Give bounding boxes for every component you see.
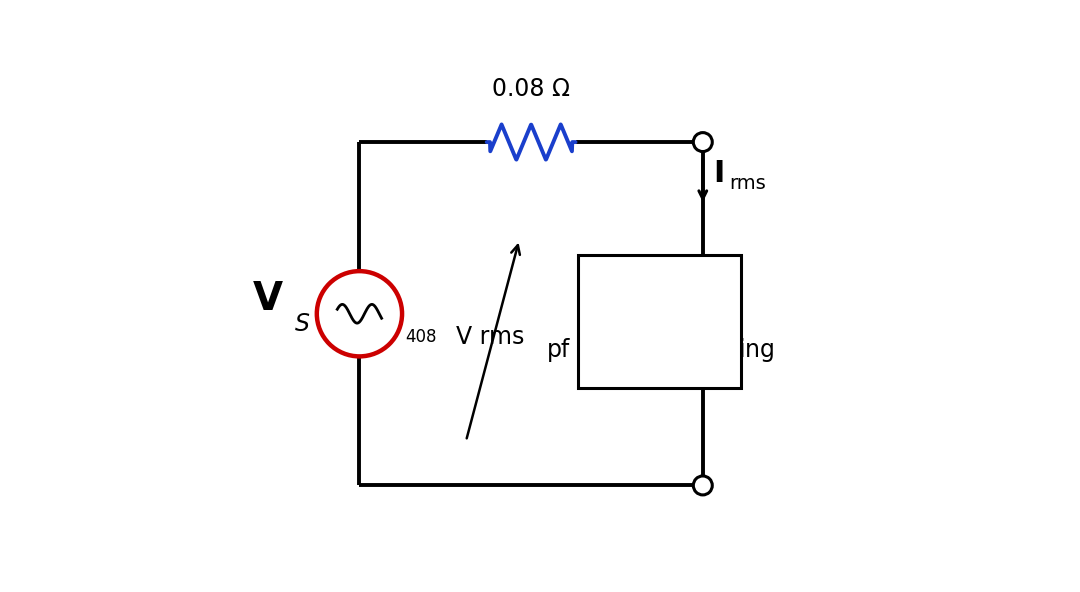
Text: 0.08 Ω: 0.08 Ω [492, 76, 570, 101]
Bar [579, 255, 741, 388]
Text: $\mathbf{V}$: $\mathbf{V}$ [253, 280, 284, 318]
Text: $\mathbf{I}$: $\mathbf{I}$ [714, 159, 724, 188]
Text: rms: rms [729, 174, 766, 193]
Circle shape [693, 476, 713, 495]
Text: 408: 408 [405, 329, 436, 346]
Text: $P_L\ =\ \mathrm{88\ kW}$: $P_L\ =\ \mathrm{88\ kW}$ [588, 288, 732, 315]
Text: $\mathrm{pf\ =\ 0.707\ lagging}$: $\mathrm{pf\ =\ 0.707\ lagging}$ [545, 336, 774, 365]
Text: $\mathit{S}$: $\mathit{S}$ [294, 313, 310, 336]
Text: V rms: V rms [456, 326, 524, 349]
Circle shape [693, 133, 713, 152]
